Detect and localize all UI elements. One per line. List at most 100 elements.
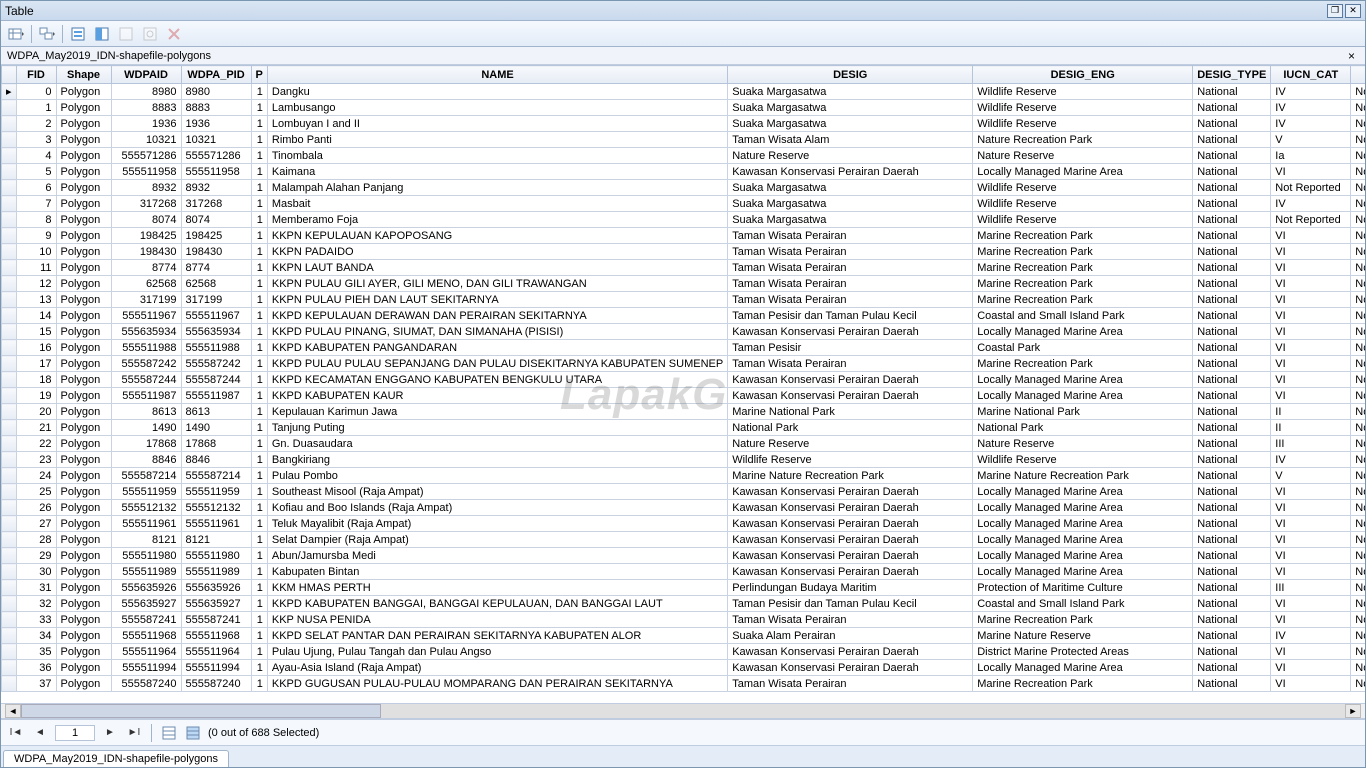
column-header-wdpa_pid[interactable]: WDPA_PID xyxy=(181,66,251,84)
row-selector[interactable] xyxy=(2,260,17,276)
column-header-name[interactable]: NAME xyxy=(267,66,727,84)
row-selector[interactable] xyxy=(2,292,17,308)
table-row[interactable]: 22Polygon17868178681Gn. DuasaudaraNature… xyxy=(2,436,1366,452)
table-row[interactable]: 8Polygon807480741Memberamo FojaSuaka Mar… xyxy=(2,212,1366,228)
first-record-button[interactable]: I◄ xyxy=(7,724,25,742)
table-row[interactable]: 19Polygon5555119875555119871KKPD KABUPAT… xyxy=(2,388,1366,404)
table-row[interactable]: 6Polygon893289321Malampah Alahan Panjang… xyxy=(2,180,1366,196)
table-row[interactable]: 14Polygon5555119675555119671KKPD KEPULAU… xyxy=(2,308,1366,324)
table-tab[interactable]: WDPA_May2019_IDN-shapefile-polygons xyxy=(3,750,229,767)
column-header-desig[interactable]: DESIG xyxy=(728,66,973,84)
row-selector[interactable] xyxy=(2,356,17,372)
table-row[interactable]: 33Polygon5555872415555872411KKP NUSA PEN… xyxy=(2,612,1366,628)
table-row[interactable]: 11Polygon877487741KKPN LAUT BANDATaman W… xyxy=(2,260,1366,276)
scroll-right-icon[interactable]: ► xyxy=(1345,704,1361,718)
row-selector[interactable] xyxy=(2,612,17,628)
related-tables-icon[interactable] xyxy=(36,23,58,45)
table-row[interactable]: 37Polygon5555872405555872401KKPD GUGUSAN… xyxy=(2,676,1366,692)
table-row[interactable]: 36Polygon5555119945555119941Ayau-Asia Is… xyxy=(2,660,1366,676)
row-selector[interactable] xyxy=(2,308,17,324)
column-header-fid[interactable]: FID xyxy=(16,66,56,84)
row-selector[interactable] xyxy=(2,404,17,420)
prev-record-button[interactable]: ◄ xyxy=(31,724,49,742)
row-selector[interactable] xyxy=(2,340,17,356)
row-selector[interactable] xyxy=(2,436,17,452)
delete-selected-icon[interactable] xyxy=(163,23,185,45)
select-by-attributes-icon[interactable] xyxy=(67,23,89,45)
table-row[interactable]: 32Polygon5556359275556359271KKPD KABUPAT… xyxy=(2,596,1366,612)
table-row[interactable]: 29Polygon5555119805555119801Abun/Jamursb… xyxy=(2,548,1366,564)
table-row[interactable]: 21Polygon149014901Tanjung PutingNational… xyxy=(2,420,1366,436)
row-selector[interactable] xyxy=(2,148,17,164)
table-row[interactable]: 30Polygon5555119895555119891Kabupaten Bi… xyxy=(2,564,1366,580)
table-row[interactable]: 5Polygon5555119585555119581KaimanaKawasa… xyxy=(2,164,1366,180)
scroll-thumb[interactable] xyxy=(21,704,381,718)
show-all-icon[interactable] xyxy=(160,724,178,742)
column-header-iucn[interactable]: IUCN_CAT xyxy=(1271,66,1351,84)
column-header-shape[interactable]: Shape xyxy=(56,66,111,84)
column-header-desig_eng[interactable]: DESIG_ENG xyxy=(973,66,1193,84)
column-header-extra[interactable] xyxy=(1351,66,1365,84)
table-row[interactable]: 4Polygon5555712865555712861TinombalaNatu… xyxy=(2,148,1366,164)
row-selector[interactable] xyxy=(2,660,17,676)
row-selector[interactable] xyxy=(2,676,17,692)
table-row[interactable]: 1Polygon888388831LambusangoSuaka Margasa… xyxy=(2,100,1366,116)
row-selector[interactable] xyxy=(2,468,17,484)
row-selector[interactable] xyxy=(2,452,17,468)
row-selector[interactable] xyxy=(2,212,17,228)
table-row[interactable]: 27Polygon5555119615555119611Teluk Mayali… xyxy=(2,516,1366,532)
table-row[interactable]: 2Polygon193619361Lombuyan I and IISuaka … xyxy=(2,116,1366,132)
row-selector[interactable] xyxy=(2,196,17,212)
row-selector[interactable] xyxy=(2,564,17,580)
row-selector[interactable] xyxy=(2,276,17,292)
table-row[interactable]: 35Polygon5555119645555119641Pulau Ujung,… xyxy=(2,644,1366,660)
scroll-track[interactable] xyxy=(21,704,1345,718)
table-row[interactable]: 23Polygon884688461BangkiriangWildlife Re… xyxy=(2,452,1366,468)
table-row[interactable]: 15Polygon5556359345556359341KKPD PULAU P… xyxy=(2,324,1366,340)
restore-button[interactable]: ❐ xyxy=(1327,4,1343,18)
table-row[interactable]: 28Polygon812181211Selat Dampier (Raja Am… xyxy=(2,532,1366,548)
next-record-button[interactable]: ► xyxy=(101,724,119,742)
row-selector[interactable] xyxy=(2,100,17,116)
row-selector[interactable] xyxy=(2,164,17,180)
row-selector[interactable] xyxy=(2,516,17,532)
row-selector[interactable] xyxy=(2,420,17,436)
row-selector[interactable] xyxy=(2,228,17,244)
table-row[interactable]: 12Polygon62568625681KKPN PULAU GILI AYER… xyxy=(2,276,1366,292)
row-selector[interactable] xyxy=(2,116,17,132)
table-row[interactable]: 26Polygon5555121325555121321Kofiau and B… xyxy=(2,500,1366,516)
close-table-icon[interactable]: × xyxy=(1344,49,1359,63)
table-row[interactable]: 10Polygon1984301984301KKPN PADAIDOTaman … xyxy=(2,244,1366,260)
table-row[interactable]: 13Polygon3171993171991KKPN PULAU PIEH DA… xyxy=(2,292,1366,308)
table-row[interactable]: 3Polygon10321103211Rimbo PantiTaman Wisa… xyxy=(2,132,1366,148)
table-row[interactable]: 34Polygon5555119685555119681KKPD SELAT P… xyxy=(2,628,1366,644)
horizontal-scrollbar[interactable]: ◄ ► xyxy=(1,703,1365,719)
table-row[interactable]: 18Polygon5555872445555872441KKPD KECAMAT… xyxy=(2,372,1366,388)
table-row[interactable]: 17Polygon5555872425555872421KKPD PULAU P… xyxy=(2,356,1366,372)
row-selector[interactable] xyxy=(2,580,17,596)
close-button[interactable]: ✕ xyxy=(1345,4,1361,18)
row-selector[interactable] xyxy=(2,388,17,404)
scroll-left-icon[interactable]: ◄ xyxy=(5,704,21,718)
table-row[interactable]: 20Polygon861386131Kepulauan Karimun Jawa… xyxy=(2,404,1366,420)
row-selector[interactable] xyxy=(2,532,17,548)
table-row[interactable]: 24Polygon5555872145555872141Pulau PomboM… xyxy=(2,468,1366,484)
column-header-wdpaid[interactable]: WDPAID xyxy=(111,66,181,84)
row-selector[interactable] xyxy=(2,324,17,340)
last-record-button[interactable]: ►I xyxy=(125,724,143,742)
row-selector[interactable] xyxy=(2,500,17,516)
row-selector[interactable] xyxy=(2,596,17,612)
row-selector[interactable] xyxy=(2,244,17,260)
table-row[interactable]: ▸0Polygon898089801DangkuSuaka Margasatwa… xyxy=(2,84,1366,100)
row-selector[interactable] xyxy=(2,132,17,148)
record-number-input[interactable] xyxy=(55,725,95,741)
table-row[interactable]: 9Polygon1984251984251KKPN KEPULAUAN KAPO… xyxy=(2,228,1366,244)
grid-scroll-area[interactable]: FIDShapeWDPAIDWDPA_PIDPNAMEDESIGDESIG_EN… xyxy=(1,65,1365,703)
row-selector[interactable] xyxy=(2,180,17,196)
clear-selection-icon[interactable] xyxy=(115,23,137,45)
table-row[interactable]: 16Polygon5555119885555119881KKPD KABUPAT… xyxy=(2,340,1366,356)
row-selector[interactable] xyxy=(2,548,17,564)
row-selector[interactable]: ▸ xyxy=(2,84,17,100)
row-selector[interactable] xyxy=(2,372,17,388)
column-header-p[interactable]: P xyxy=(251,66,267,84)
